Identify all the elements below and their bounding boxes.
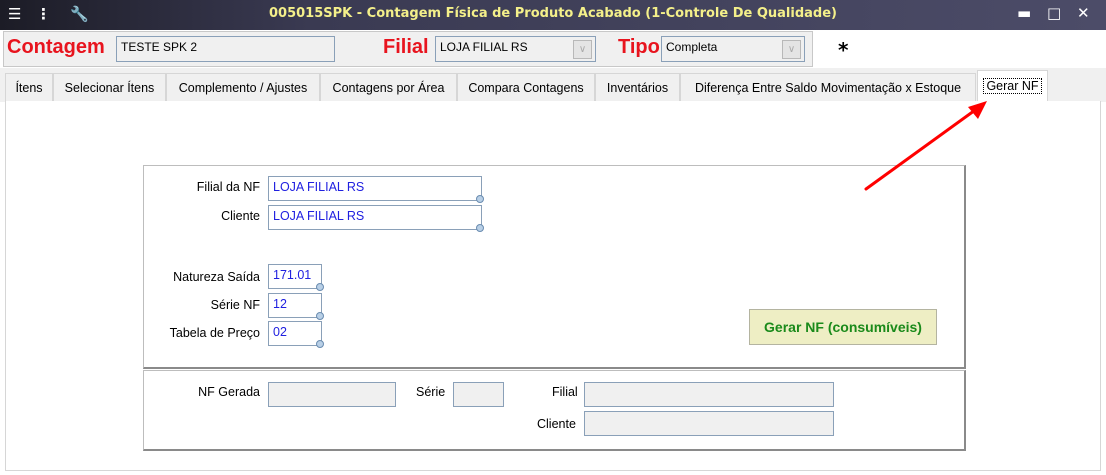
tabela-preco-input[interactable]: 02 xyxy=(268,321,324,348)
filial-value: LOJA FILIAL RS xyxy=(440,40,528,54)
tab-inventarios[interactable]: Inventários xyxy=(595,73,680,102)
tipo-label: Tipo xyxy=(618,36,660,58)
tab-gerar-nf[interactable]: Gerar NF xyxy=(977,70,1048,102)
tabela-preco-label: Tabela de Preço xyxy=(169,326,260,340)
cliente-value: LOJA FILIAL RS xyxy=(273,209,365,223)
nf-gerada-label: NF Gerada xyxy=(198,385,260,399)
serie-nf-input[interactable]: 12 xyxy=(268,293,324,320)
tab-diferenca-saldo[interactable]: Diferença Entre Saldo Movimentação x Est… xyxy=(680,73,976,102)
gerar-nf-button[interactable]: Gerar NF (consumíveis) xyxy=(749,309,937,345)
natureza-label: Natureza Saída xyxy=(173,270,260,284)
serie-label: Série xyxy=(416,385,446,399)
tab-complemento-ajustes[interactable]: Complemento / Ajustes xyxy=(166,73,320,102)
traffic-light-icon[interactable]: ⋮ xyxy=(36,5,51,23)
natureza-value: 171.01 xyxy=(273,268,312,282)
lookup-icon[interactable] xyxy=(316,340,324,348)
close-icon[interactable]: ✕ xyxy=(1077,4,1090,22)
filial-nf-label: Filial da NF xyxy=(196,180,260,194)
tab-bar: Ítens Selecionar Ítens Complemento / Aju… xyxy=(0,68,1106,102)
tipo-select[interactable]: Completa ∨ xyxy=(661,36,805,62)
menu-icon[interactable]: ☰ xyxy=(8,5,22,23)
chevron-down-icon[interactable]: ∨ xyxy=(782,40,801,59)
cliente-input[interactable]: LOJA FILIAL RS xyxy=(268,205,484,232)
cliente-label: Cliente xyxy=(221,209,260,223)
filial-result-label: Filial xyxy=(552,385,578,399)
contagem-input[interactable]: TESTE SPK 2 xyxy=(116,36,335,62)
chevron-down-icon[interactable]: ∨ xyxy=(573,40,592,59)
serie-input[interactable] xyxy=(453,382,504,407)
wrench-icon[interactable]: 🔧 xyxy=(70,5,89,23)
lookup-icon[interactable] xyxy=(476,224,484,232)
cliente-result-input[interactable] xyxy=(584,411,834,436)
tab-contagens-por-area[interactable]: Contagens por Área xyxy=(320,73,457,102)
window-title: 005015SPK - Contagem Física de Produto A… xyxy=(269,6,837,21)
natureza-input[interactable]: 171.01 xyxy=(268,264,324,291)
maximize-icon[interactable]: □ xyxy=(1047,4,1062,22)
tab-itens[interactable]: Ítens xyxy=(5,73,53,102)
tab-gerar-nf-label: Gerar NF xyxy=(983,78,1042,94)
contagem-label: Contagem xyxy=(7,36,105,58)
filial-result-input[interactable] xyxy=(584,382,834,407)
serie-nf-label: Série NF xyxy=(210,298,260,312)
filial-nf-value: LOJA FILIAL RS xyxy=(273,180,365,194)
filial-select[interactable]: LOJA FILIAL RS ∨ xyxy=(435,36,596,62)
asterisk-indicator: * xyxy=(838,38,849,62)
tabela-preco-value: 02 xyxy=(273,325,287,339)
filial-nf-input[interactable]: LOJA FILIAL RS xyxy=(268,176,484,203)
lookup-icon[interactable] xyxy=(316,283,324,291)
nf-gerada-input[interactable] xyxy=(268,382,396,407)
tab-compara-contagens[interactable]: Compara Contagens xyxy=(457,73,595,102)
lookup-icon[interactable] xyxy=(476,195,484,203)
filial-label: Filial xyxy=(383,36,429,58)
tipo-value: Completa xyxy=(666,40,718,54)
minimize-icon[interactable]: ▬ xyxy=(1017,4,1032,22)
lookup-icon[interactable] xyxy=(316,312,324,320)
serie-nf-value: 12 xyxy=(273,297,287,311)
title-bar: ☰ ⋮ 🔧 005015SPK - Contagem Física de Pro… xyxy=(0,0,1106,30)
cliente-result-label: Cliente xyxy=(537,417,576,431)
tab-selecionar-itens[interactable]: Selecionar Ítens xyxy=(53,73,166,102)
